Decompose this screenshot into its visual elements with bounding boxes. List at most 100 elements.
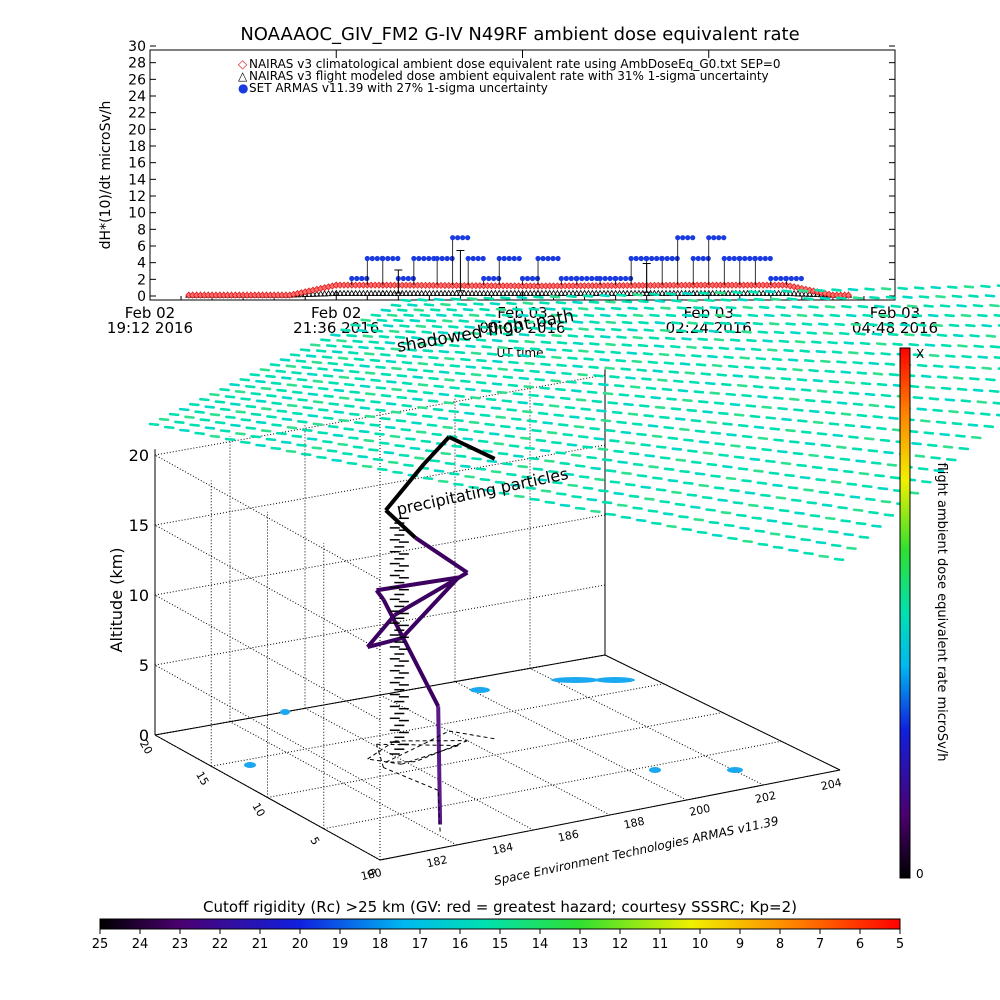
armas-point <box>380 255 386 262</box>
mesh-dash <box>674 502 686 507</box>
mesh-dash <box>349 412 360 416</box>
mesh-dash <box>382 324 394 328</box>
mesh-dash <box>453 418 464 423</box>
top-y-axis-label: dH*(10)/dt microSv/h <box>98 101 114 250</box>
mesh-dash <box>634 394 646 399</box>
armas-point <box>721 255 727 262</box>
modeled-point <box>495 289 503 296</box>
mesh-dash <box>330 333 341 337</box>
mesh-dash <box>518 333 530 337</box>
mesh-dash <box>516 295 528 300</box>
armas-point <box>638 255 644 262</box>
mesh-dash <box>575 398 587 402</box>
mesh-dash <box>734 347 746 351</box>
modeled-point <box>576 289 585 296</box>
mesh-dash <box>348 370 360 374</box>
mesh-dash <box>427 399 439 403</box>
mesh-dash <box>906 304 918 308</box>
mesh-dash <box>359 384 371 388</box>
mesh-dash <box>412 355 423 359</box>
mesh-dash <box>753 425 765 429</box>
mesh-dash <box>616 313 627 318</box>
mesh-dash <box>454 371 466 376</box>
mesh-dash <box>596 409 607 413</box>
mesh-dash <box>419 313 431 318</box>
mesh-dash <box>518 354 530 358</box>
mesh-dash <box>749 414 761 419</box>
mesh-dash <box>537 411 549 416</box>
mesh-dash <box>786 297 798 301</box>
track-shadow <box>423 730 450 745</box>
mesh-dash <box>855 521 867 526</box>
mesh-dash <box>285 364 297 368</box>
x-tick-time: 21:36 2016 <box>293 319 379 337</box>
mesh-dash <box>343 363 355 367</box>
mesh-dash <box>741 479 752 483</box>
mesh-dash <box>586 497 598 502</box>
mesh-dash <box>650 396 661 400</box>
mesh-dash <box>338 375 350 380</box>
mesh-dash <box>641 377 652 381</box>
mesh-dash <box>515 426 527 431</box>
mesh-dash <box>396 308 408 312</box>
mesh-dash <box>789 397 800 402</box>
modeled-point <box>386 289 395 296</box>
mesh-dash <box>583 334 595 339</box>
mesh-dash <box>845 313 857 318</box>
modeled-point <box>538 289 546 296</box>
mesh-dash <box>588 300 600 304</box>
box-edge <box>604 654 841 771</box>
y-tick-label: 12 <box>128 189 146 205</box>
armas-point <box>540 255 546 262</box>
mesh-dash <box>880 352 891 356</box>
mesh-dash <box>615 358 627 363</box>
mesh-dash <box>855 459 866 463</box>
mesh-dash <box>690 460 702 465</box>
armas-point <box>747 255 753 262</box>
chart-title: NOAAAOC_GIV_FM2 G-IV N49RF ambient dose … <box>240 24 799 45</box>
mesh-dash <box>723 523 735 528</box>
floor-patch <box>649 767 661 773</box>
armas-point <box>395 255 401 262</box>
mesh-dash <box>337 356 349 360</box>
mesh-dash <box>814 288 826 293</box>
mesh-dash <box>777 449 788 454</box>
mesh-dash <box>917 467 929 471</box>
mesh-dash <box>385 402 397 406</box>
mesh-dash <box>415 324 427 329</box>
mesh-dash <box>586 390 598 394</box>
modeled-point <box>782 289 791 296</box>
mesh-dash <box>626 351 638 355</box>
mesh-dash <box>326 449 338 453</box>
mesh-dash <box>730 444 741 448</box>
modeled-point <box>573 289 581 296</box>
mesh-dash <box>852 361 863 365</box>
modeled-point <box>309 290 317 297</box>
mesh-dash <box>460 379 471 383</box>
mesh-dash <box>326 344 337 348</box>
mesh-dash <box>219 387 230 392</box>
mesh-dash <box>799 349 811 353</box>
mesh-dash <box>727 364 739 369</box>
mesh-dash <box>877 486 889 491</box>
mesh-dash <box>204 405 216 409</box>
mesh-dash <box>438 392 450 397</box>
floor-grid <box>267 712 723 798</box>
mesh-dash <box>980 284 991 289</box>
mesh-dash <box>528 393 539 398</box>
modeled-point <box>410 289 418 296</box>
mesh-dash <box>885 295 897 300</box>
mesh-dash <box>924 343 936 347</box>
modeled-point <box>371 289 379 296</box>
mesh-dash <box>829 313 841 318</box>
mesh-dash <box>662 512 674 516</box>
mesh-dash <box>438 370 450 374</box>
mesh-dash <box>280 440 292 445</box>
modeled-point <box>608 289 616 296</box>
mesh-dash <box>737 298 748 302</box>
mesh-dash <box>731 290 743 295</box>
modeled-point <box>627 289 635 296</box>
modeled-point <box>402 289 410 296</box>
mesh-dash <box>763 313 775 318</box>
mesh-dash <box>491 338 503 343</box>
